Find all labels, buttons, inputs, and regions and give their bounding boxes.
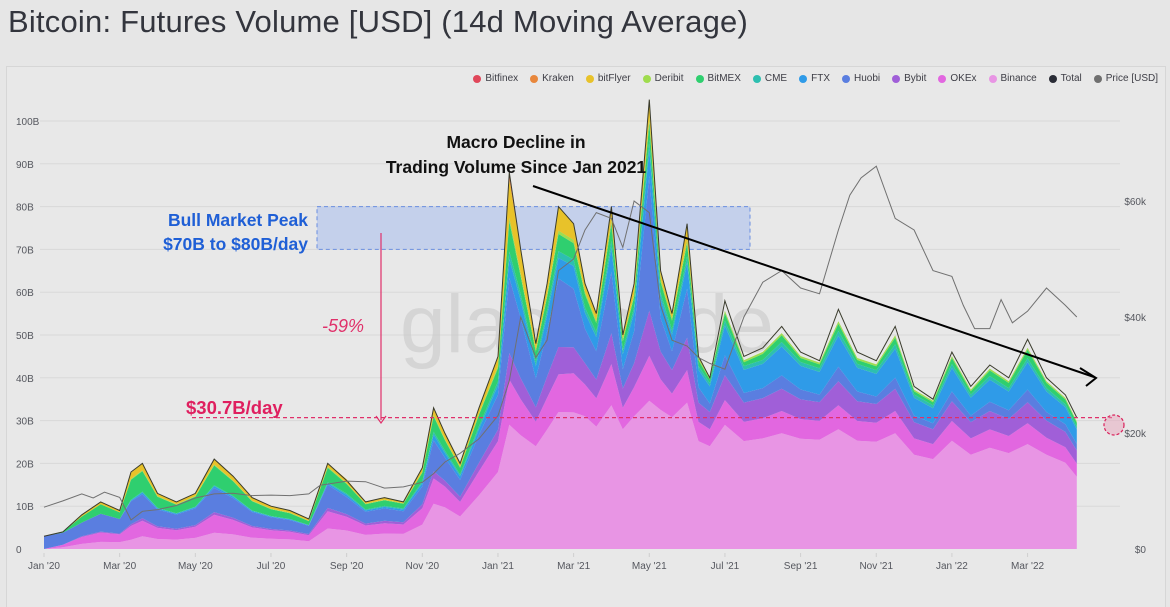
legend-item[interactable]: Kraken — [530, 73, 574, 84]
legend-dot-icon — [473, 74, 482, 83]
macro-annotation-line2: Trading Volume Since Jan 2021 — [385, 157, 647, 177]
legend-label: BitMEX — [707, 73, 741, 84]
decline-percent-label: -59% — [322, 316, 365, 336]
x-axis: Jan '20 Mar '20 May '20 Jul '20 Sep '20 Nov '… — [28, 553, 1045, 572]
legend-label: OKEx — [950, 73, 977, 84]
decline-arrow-head — [375, 415, 387, 425]
x-tick-label: Sep '21 — [784, 561, 818, 572]
legend-label: Total — [1060, 73, 1082, 84]
area-huobi — [44, 176, 1077, 549]
legend-dot-icon — [799, 74, 808, 83]
legend-dot-icon — [988, 74, 997, 83]
x-tick-label: Sep '20 — [330, 561, 364, 572]
legend-dot-icon — [585, 74, 594, 83]
y-axis-left: 0 10B 20B 30B 40B 50B 60B 70B 80B 90B 100B — [16, 117, 40, 556]
y-tick-label: 100B — [16, 117, 40, 128]
y-tick-label: 10B — [16, 502, 34, 513]
x-tick-label: May '20 — [178, 561, 213, 572]
legend-label: Kraken — [542, 73, 574, 84]
x-tick-label: Jul '20 — [257, 561, 286, 572]
total-line — [43, 99, 1078, 537]
legend-dot-icon — [642, 74, 651, 83]
x-tick-label: Jan '21 — [482, 561, 514, 572]
x-tick-label: Jul '21 — [711, 561, 740, 572]
y-tick-label: 80B — [16, 203, 34, 214]
stacked-areas — [44, 99, 1077, 549]
legend-dot-icon — [842, 74, 850, 83]
macro-decline-annotation: Macro Decline in Trading Volume Since Ja… — [346, 130, 686, 180]
legend-label: Deribit — [654, 73, 684, 84]
x-tick-label: Mar '22 — [1011, 561, 1044, 572]
area-bybit — [44, 310, 1077, 549]
y2-tick-label: $40k — [1124, 313, 1147, 324]
current-level-circle — [1103, 414, 1125, 436]
chart-legend: Bitfinex Kraken bitFlyer Deribit BitMEX CME FT… — [473, 73, 1158, 84]
bull-market-band — [316, 206, 751, 250]
y-tick-label: 50B — [16, 331, 34, 342]
price-line — [43, 165, 1078, 521]
area-binance — [44, 400, 1077, 549]
legend-dot-icon — [530, 74, 539, 83]
legend-dot-icon — [892, 74, 901, 83]
legend-label: Price [USD] — [1105, 73, 1158, 84]
x-tick-label: Jan '20 — [28, 561, 60, 572]
legend-label: Huobi — [854, 73, 881, 84]
x-tick-label: Mar '20 — [103, 561, 136, 572]
legend-dot-icon — [752, 74, 761, 83]
y-tick-label: 20B — [16, 459, 34, 470]
legend-label: Binance — [1000, 73, 1037, 84]
legend-item[interactable]: BitMEX — [695, 73, 741, 84]
y-tick-label: 70B — [16, 245, 34, 256]
page-title: Bitcoin: Futures Volume [USD] (14d Movin… — [8, 4, 748, 39]
x-tick-label: Jan '22 — [936, 561, 968, 572]
x-tick-label: Nov '20 — [406, 561, 440, 572]
y-tick-label: 90B — [16, 160, 34, 171]
legend-item[interactable]: Binance — [988, 73, 1037, 84]
legend-label: bitFlyer — [597, 73, 631, 84]
legend-item[interactable]: FTX — [799, 73, 830, 84]
x-tick-label: Mar '21 — [557, 561, 590, 572]
legend-item[interactable]: Bybit — [892, 73, 926, 84]
legend-item[interactable]: CME — [752, 73, 788, 84]
legend-dot-icon — [1048, 74, 1057, 83]
y2-tick-label: $60k — [1124, 197, 1147, 208]
legend-dot-icon — [938, 74, 947, 83]
legend-label: Bitfinex — [485, 73, 519, 84]
y-tick-label: 30B — [16, 417, 34, 428]
y2-tick-label: $0 — [1135, 545, 1147, 556]
legend-item[interactable]: OKEx — [938, 73, 977, 84]
legend-label: Bybit — [904, 73, 927, 84]
legend-dot-icon — [1093, 74, 1102, 83]
bull-annotation-line1: Bull Market Peak — [167, 210, 308, 230]
trend-arrow-head — [1079, 367, 1098, 387]
y-tick-label: 60B — [16, 288, 34, 299]
trend-line — [532, 185, 1095, 378]
y2-tick-label: $20k — [1124, 429, 1147, 440]
y-tick-label: 40B — [16, 374, 34, 385]
y-axis-right: $0 $20k $40k $60k — [1124, 197, 1147, 556]
legend-label: FTX — [811, 73, 830, 84]
legend-item[interactable]: Bitfinex — [473, 73, 518, 84]
area-okex — [44, 355, 1077, 549]
legend-item[interactable]: bitFlyer — [585, 73, 631, 84]
legend-label: CME — [764, 73, 788, 84]
x-tick-label: Nov '21 — [859, 561, 893, 572]
legend-item[interactable]: Huobi — [842, 73, 880, 84]
current-level-label: $30.7B/day — [186, 397, 283, 418]
legend-item[interactable]: Deribit — [642, 73, 684, 84]
area-bitmex — [44, 122, 1077, 537]
legend-item[interactable]: Price [USD] — [1093, 73, 1158, 84]
x-tick-label: May '21 — [632, 561, 667, 572]
macro-annotation-line1: Macro Decline in — [446, 132, 586, 152]
bull-annotation-line2: $70B to $80B/day — [163, 234, 308, 254]
bull-market-annotation: Bull Market Peak $70B to $80B/day — [112, 208, 308, 256]
legend-item[interactable]: Total — [1048, 73, 1082, 84]
legend-dot-icon — [695, 74, 704, 83]
y-tick-label: 0 — [16, 545, 22, 556]
